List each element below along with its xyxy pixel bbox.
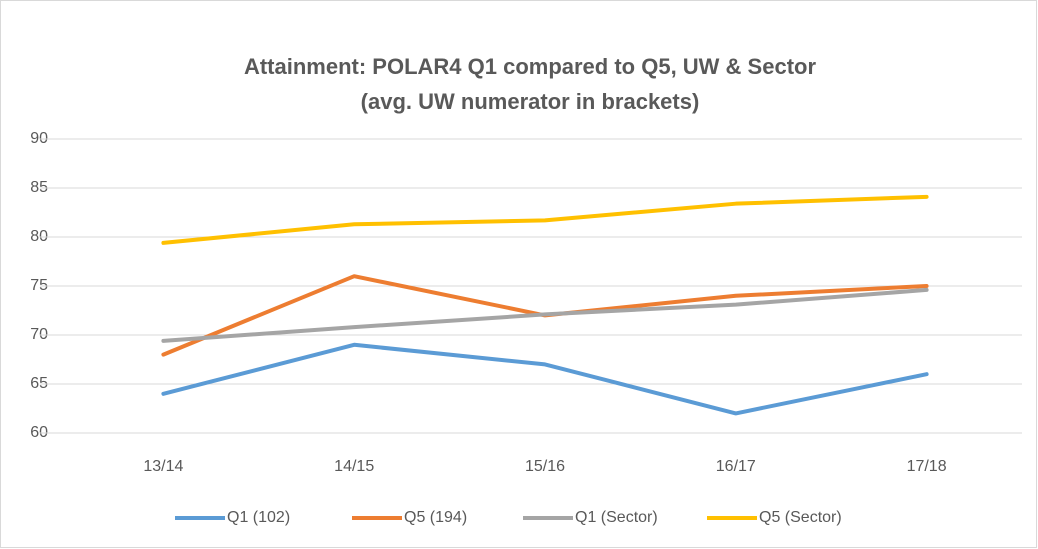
legend-label: Q5 (Sector) bbox=[759, 509, 842, 526]
legend-label: Q1 (Sector) bbox=[575, 509, 658, 526]
line-series bbox=[161, 194, 929, 245]
x-tick-label: 13/14 bbox=[143, 458, 183, 475]
x-tick-label: 15/16 bbox=[525, 458, 565, 475]
chart-subtitle: (avg. UW numerator in brackets) bbox=[361, 89, 700, 114]
line-series bbox=[161, 287, 929, 343]
legend-label: Q1 (102) bbox=[227, 509, 290, 526]
line-series bbox=[161, 342, 929, 416]
y-tick-label: 75 bbox=[30, 277, 48, 294]
y-tick-label: 85 bbox=[30, 179, 48, 196]
x-tick-label: 14/15 bbox=[334, 458, 374, 475]
y-tick-label: 90 bbox=[30, 130, 48, 147]
y-tick-label: 65 bbox=[30, 375, 48, 392]
x-tick-label: 17/18 bbox=[907, 458, 947, 475]
legend-label: Q5 (194) bbox=[404, 509, 467, 526]
chart-title: Attainment: POLAR4 Q1 compared to Q5, UW… bbox=[244, 54, 817, 79]
y-tick-label: 60 bbox=[30, 424, 48, 441]
y-tick-label: 80 bbox=[30, 228, 48, 245]
x-tick-label: 16/17 bbox=[716, 458, 756, 475]
y-tick-label: 70 bbox=[30, 326, 48, 343]
